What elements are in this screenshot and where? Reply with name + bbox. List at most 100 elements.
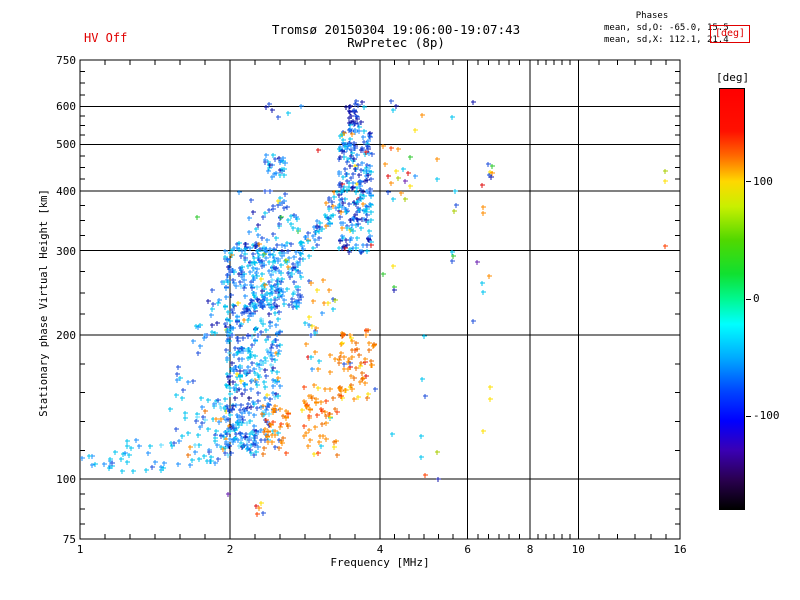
data-point (233, 436, 238, 441)
data-point (121, 452, 126, 457)
data-point (383, 162, 388, 167)
data-point (308, 438, 313, 443)
data-point (240, 392, 245, 397)
data-point (188, 463, 193, 468)
data-point (316, 367, 321, 372)
data-point (271, 378, 276, 383)
data-point (249, 198, 254, 203)
data-point (242, 278, 247, 283)
data-point (268, 397, 273, 402)
data-point (218, 402, 223, 407)
data-point (256, 430, 261, 435)
data-point (213, 439, 218, 444)
data-point (226, 492, 231, 497)
data-point (340, 334, 345, 339)
data-point (331, 307, 336, 312)
data-point (296, 293, 301, 298)
data-point (249, 298, 254, 303)
data-point (223, 451, 228, 456)
data-point (315, 219, 320, 224)
data-point (281, 156, 286, 161)
data-point (338, 239, 343, 244)
data-point (389, 146, 394, 151)
data-point (232, 246, 237, 251)
data-point (257, 242, 262, 247)
data-point (238, 369, 243, 374)
data-point (265, 291, 270, 296)
data-point (331, 213, 336, 218)
data-point (237, 347, 242, 352)
data-point (224, 440, 229, 445)
data-point (420, 113, 425, 118)
data-point (250, 261, 255, 266)
data-point (337, 147, 342, 152)
data-point (350, 348, 355, 353)
data-point (262, 263, 267, 268)
data-point (186, 453, 191, 458)
data-point (284, 416, 289, 421)
data-point (361, 148, 366, 153)
data-point (236, 301, 241, 306)
data-point (219, 406, 224, 411)
data-point (236, 438, 241, 443)
data-point (350, 132, 355, 137)
data-point (241, 418, 246, 423)
data-point (177, 439, 182, 444)
data-point (232, 353, 237, 358)
data-point (268, 320, 273, 325)
data-point (367, 341, 372, 346)
data-point (252, 413, 257, 418)
x-tick-label: 8 (526, 543, 534, 556)
data-point (287, 303, 292, 308)
data-point (271, 384, 276, 389)
data-point (274, 236, 279, 241)
data-point (250, 378, 255, 383)
data-point (162, 461, 167, 466)
data-point (270, 440, 275, 445)
data-point (490, 164, 495, 169)
data-point (277, 349, 282, 354)
data-point (435, 450, 440, 455)
data-point (423, 473, 428, 478)
data-point (348, 333, 353, 338)
data-point (213, 461, 218, 466)
data-point (239, 441, 244, 446)
data-point (248, 270, 253, 275)
data-point (226, 453, 231, 458)
data-point (260, 412, 265, 417)
data-point (272, 172, 277, 177)
data-point (264, 374, 269, 379)
data-point (227, 351, 232, 356)
data-point (313, 425, 318, 430)
data-point (391, 108, 396, 113)
data-point (199, 396, 204, 401)
data-point (359, 226, 364, 231)
data-point (271, 288, 276, 293)
data-point (277, 293, 282, 298)
data-point (328, 387, 333, 392)
data-point (273, 395, 278, 400)
data-point (360, 371, 365, 376)
data-point (350, 151, 355, 156)
data-point (319, 407, 324, 412)
data-point (291, 305, 296, 310)
data-point (282, 206, 287, 211)
data-point (238, 374, 243, 379)
data-point (338, 387, 343, 392)
data-point (364, 204, 369, 209)
data-point (489, 175, 494, 180)
data-point (278, 425, 283, 430)
data-point (355, 186, 360, 191)
data-point (366, 139, 371, 144)
data-point (225, 317, 230, 322)
data-point (279, 280, 284, 285)
data-point (286, 111, 291, 116)
data-point (180, 396, 185, 401)
data-point (207, 450, 212, 455)
data-point (435, 157, 440, 162)
data-point (258, 367, 263, 372)
data-point (254, 380, 259, 385)
data-point (230, 308, 235, 313)
y-tick-label: 300 (56, 244, 76, 258)
colorbar-tick (746, 416, 751, 417)
